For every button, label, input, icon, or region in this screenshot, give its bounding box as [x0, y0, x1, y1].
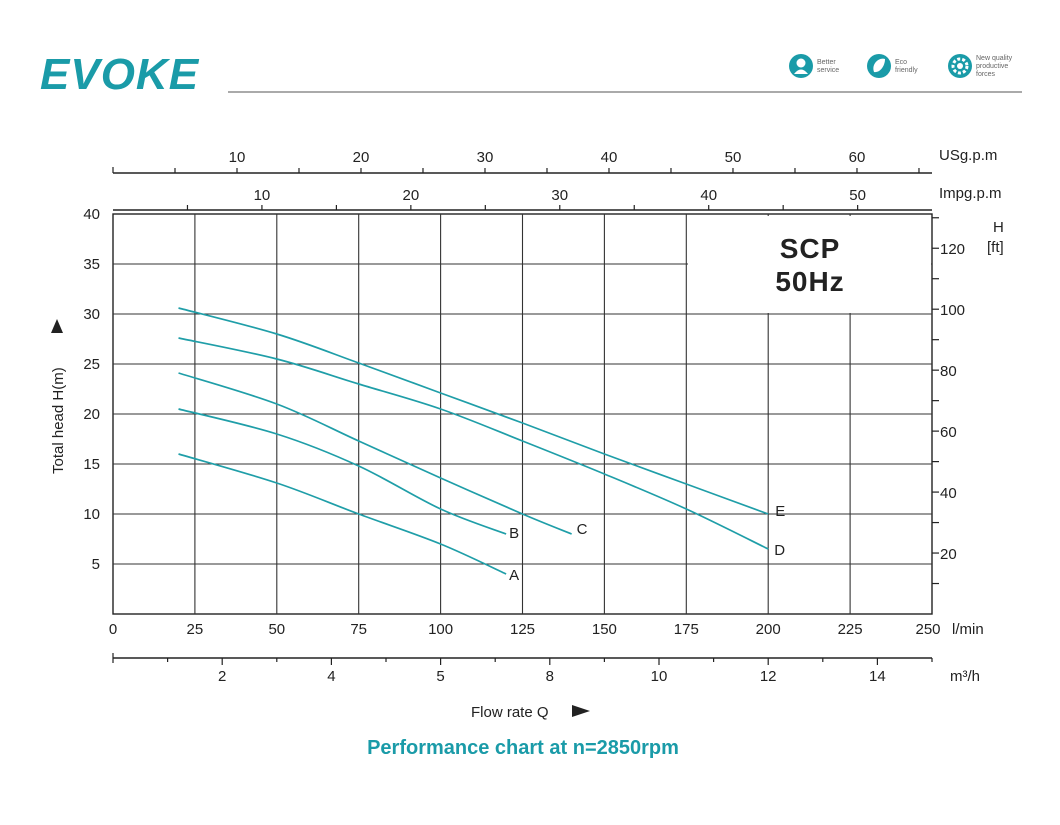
feet-unit-bottom: [ft]: [987, 239, 1004, 256]
evoke-logo: EVOKE: [40, 50, 200, 99]
m3h-tick-label: 5: [436, 668, 444, 685]
feet-tick-label: 60: [940, 424, 957, 441]
impgpm-unit-label: Impg.p.m: [939, 185, 1002, 202]
impgpm-tick-label: 50: [849, 187, 866, 204]
chart-caption: Performance chart at n=2850rpm: [367, 737, 679, 759]
curve-c: [178, 372, 572, 535]
x-unit-label: l/min: [952, 621, 984, 638]
curve-b: [178, 408, 507, 535]
badge-text: Better: [817, 59, 836, 66]
curve-label-d: D: [774, 542, 785, 559]
x-tick-label: 225: [838, 621, 863, 638]
impgpm-tick-label: 10: [254, 187, 271, 204]
m3h-tick-label: 14: [869, 668, 886, 685]
model-name: SCP: [780, 233, 841, 264]
usgpm-tick-label: 30: [477, 149, 494, 166]
curves: A B C D E: [178, 307, 785, 584]
y-tick-label: 30: [83, 306, 100, 323]
x-tick-label: 200: [756, 621, 781, 638]
y-tick-label: 35: [83, 256, 100, 273]
badge-text: service: [817, 67, 839, 74]
usgpm-tick-label: 10: [229, 149, 246, 166]
curve-a: [178, 453, 507, 575]
m3h-tick-label: 10: [651, 668, 668, 685]
usgpm-tick-label: 20: [353, 149, 370, 166]
x-tick-label: 0: [109, 621, 117, 638]
m3h-tick-label: 8: [546, 668, 554, 685]
x-arrow-icon: [572, 705, 590, 717]
curve-d: [178, 337, 769, 550]
impgpm-tick-label: 30: [551, 187, 568, 204]
badge-text: forces: [976, 71, 996, 78]
x-tick-label: 75: [350, 621, 367, 638]
m3h-tick-label: 2: [218, 668, 226, 685]
m3h-tick-label: 12: [760, 668, 777, 685]
feet-tick-label: 100: [940, 302, 965, 319]
x-tick-label: 250: [915, 621, 940, 638]
x-tick-label: 175: [674, 621, 699, 638]
model-frequency: 50Hz: [775, 266, 844, 297]
y-tick-label: 40: [83, 206, 100, 223]
feet-tick-label: 20: [940, 546, 957, 563]
curve-label-b: B: [509, 525, 519, 542]
badge-text: New quality: [976, 55, 1013, 62]
usgpm-tick-label: 50: [725, 149, 742, 166]
leaf-glyph: [873, 58, 885, 73]
x-tick-label: 125: [510, 621, 535, 638]
curve-e: [178, 307, 769, 515]
usgpm-tick-label: 60: [849, 149, 866, 166]
x-tick-label: 150: [592, 621, 617, 638]
impgpm-tick-label: 20: [403, 187, 420, 204]
impgpm-tick-label: 40: [700, 187, 717, 204]
x-tick-label: 25: [187, 621, 204, 638]
gear-teeth-glyph: [951, 57, 969, 75]
badge-text: Eco: [895, 59, 907, 66]
badge-text: friendly: [895, 67, 918, 74]
grid: [112, 213, 933, 615]
x-axis-title: Flow rate Q: [471, 704, 549, 721]
y-tick-label: 20: [83, 406, 100, 423]
m3h-tick-label: 4: [327, 668, 335, 685]
m3h-unit-label: m³/h: [950, 668, 980, 685]
x-tick-label: 100: [428, 621, 453, 638]
curve-label-a: A: [509, 567, 519, 584]
x-tick-label: 50: [268, 621, 285, 638]
usgpm-unit-label: USg.p.m: [939, 147, 997, 164]
gear-hub-glyph: [957, 63, 963, 69]
headset-person-glyph: [796, 58, 806, 68]
feet-tick-label: 80: [940, 363, 957, 380]
y-arrow-icon: [51, 319, 63, 333]
y-axis-title: Total head H(m): [50, 367, 67, 474]
headset-person-body: [794, 69, 808, 74]
curve-label-c: C: [577, 521, 588, 538]
y-tick-label: 15: [83, 456, 100, 473]
model-box: [688, 216, 931, 313]
feet-tick-label: 120: [940, 241, 965, 258]
badge-text: productive: [976, 63, 1008, 70]
curve-label-e: E: [775, 503, 785, 520]
feet-unit-top: H: [993, 219, 1004, 236]
feet-tick-label: 40: [940, 485, 957, 502]
y-tick-label: 5: [92, 556, 100, 573]
y-tick-label: 10: [83, 506, 100, 523]
y-tick-label: 25: [83, 356, 100, 373]
usgpm-tick-label: 40: [601, 149, 618, 166]
